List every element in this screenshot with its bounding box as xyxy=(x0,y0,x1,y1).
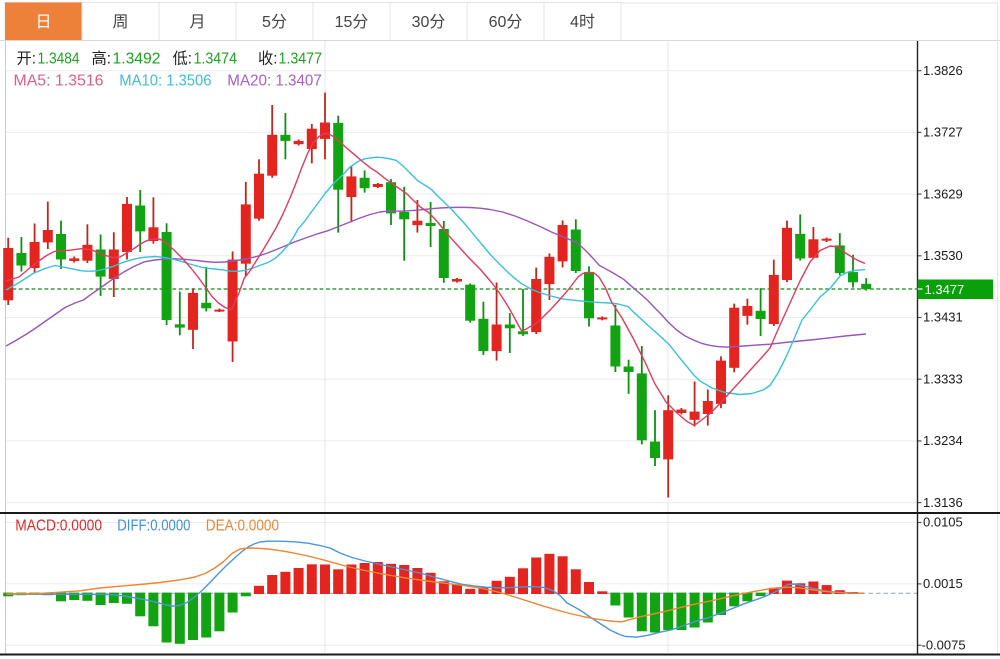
svg-text:MA5: 1.3516: MA5: 1.3516 xyxy=(14,73,104,90)
svg-text:DIFF:0.0000: DIFF:0.0000 xyxy=(117,518,191,535)
svg-text:1.3474: 1.3474 xyxy=(194,51,238,68)
svg-text:4时: 4时 xyxy=(570,13,595,31)
svg-text:-0.0075: -0.0075 xyxy=(922,638,966,653)
svg-text:1.3477: 1.3477 xyxy=(279,51,323,68)
svg-text:收:: 收: xyxy=(258,50,278,68)
svg-text:低:: 低: xyxy=(173,50,193,68)
svg-text:月: 月 xyxy=(189,14,205,31)
svg-text:日: 日 xyxy=(35,14,51,31)
svg-text:30分: 30分 xyxy=(412,13,446,31)
svg-text:1.3826: 1.3826 xyxy=(923,63,963,78)
svg-text:0.0105: 0.0105 xyxy=(923,515,963,530)
svg-text:1.3234: 1.3234 xyxy=(923,433,963,448)
svg-text:0.0015: 0.0015 xyxy=(923,576,963,591)
svg-text:MACD:0.0000: MACD:0.0000 xyxy=(15,518,102,535)
svg-text:1.3484: 1.3484 xyxy=(38,51,80,68)
svg-text:开:: 开: xyxy=(17,51,37,68)
svg-text:周: 周 xyxy=(112,14,128,31)
svg-text:1.3629: 1.3629 xyxy=(923,186,963,201)
svg-text:1.3530: 1.3530 xyxy=(923,248,963,263)
svg-text:DEA:0.0000: DEA:0.0000 xyxy=(206,518,280,535)
svg-text:1.3492: 1.3492 xyxy=(113,51,161,68)
svg-text:1.3431: 1.3431 xyxy=(923,310,963,325)
svg-text:1.3727: 1.3727 xyxy=(923,125,963,140)
svg-text:15分: 15分 xyxy=(335,13,369,31)
svg-text:MA10: 1.3506: MA10: 1.3506 xyxy=(119,73,211,90)
svg-text:高:: 高: xyxy=(92,50,112,68)
svg-text:MA20: 1.3407: MA20: 1.3407 xyxy=(227,73,321,90)
svg-text:5分: 5分 xyxy=(262,13,287,31)
svg-text:1.3477: 1.3477 xyxy=(925,282,965,297)
svg-text:1.3333: 1.3333 xyxy=(923,371,963,386)
svg-text:1.3136: 1.3136 xyxy=(923,495,963,510)
svg-text:60分: 60分 xyxy=(489,13,523,31)
